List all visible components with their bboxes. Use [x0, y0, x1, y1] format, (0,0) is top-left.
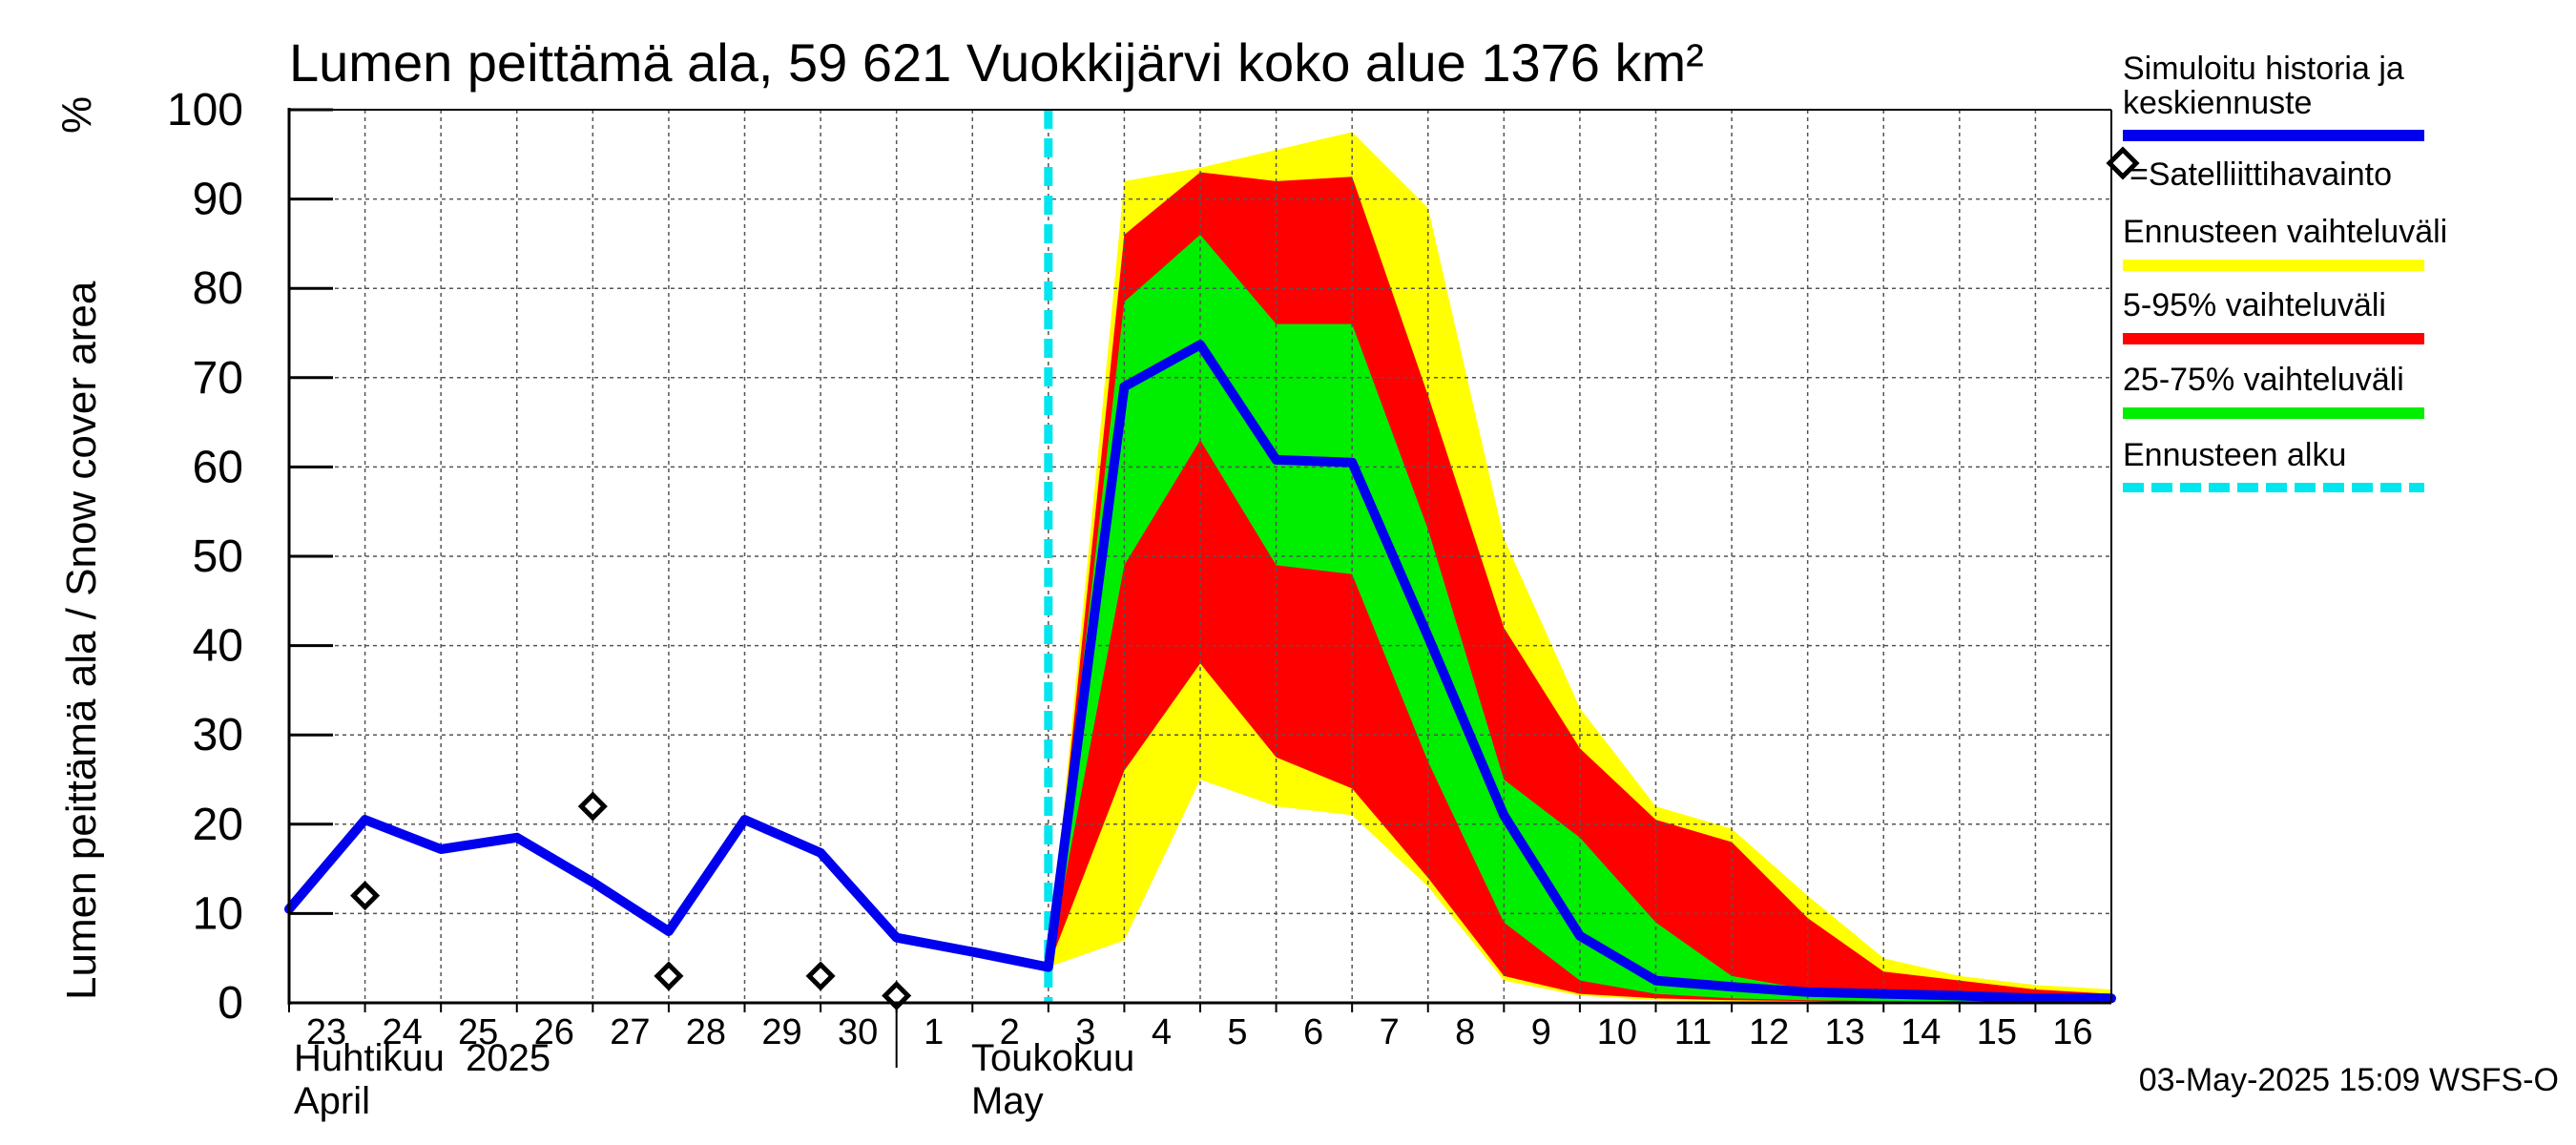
- x-tick-label: 28: [686, 1012, 726, 1052]
- timestamp-footer: 03-May-2025 15:09 WSFS-O: [2138, 1062, 2559, 1098]
- x-tick-label: 24: [382, 1012, 422, 1052]
- y-tick-label: 100: [167, 85, 243, 135]
- x-tick-label: 23: [306, 1012, 346, 1052]
- satellite-point: [350, 881, 381, 911]
- x-tick-label: 9: [1531, 1012, 1551, 1052]
- y-tick-label: 40: [193, 621, 243, 672]
- x-tick-label: 1: [924, 1012, 944, 1052]
- chart-title: Lumen peittämä ala, 59 621 Vuokkijärvi k…: [289, 32, 1704, 93]
- x-tick-label: 10: [1597, 1012, 1637, 1052]
- y-tick-label: 80: [193, 263, 243, 314]
- x-tick-label: 29: [761, 1012, 801, 1052]
- x-tick-label: 3: [1075, 1012, 1095, 1052]
- series-lines: [284, 340, 2116, 1004]
- x-tick-label: 12: [1749, 1012, 1789, 1052]
- x-tick-label: 16: [2052, 1012, 2092, 1052]
- x-tick-label: 11: [1674, 1012, 1712, 1052]
- x-tick-label: 13: [1825, 1012, 1865, 1052]
- x-tick-label: 15: [1977, 1012, 2017, 1052]
- satellite-point: [654, 961, 684, 991]
- x-tick-label: 5: [1227, 1012, 1247, 1052]
- x-tick-label: 30: [838, 1012, 878, 1052]
- forecast-bands: [1048, 132, 2111, 1003]
- y-tick-label: 10: [193, 888, 243, 939]
- y-tick-label: 0: [218, 978, 243, 1029]
- y-tick-label: 50: [193, 531, 243, 582]
- x-tick-label: 2: [1000, 1012, 1020, 1052]
- y-tick-label: 90: [193, 175, 243, 225]
- x-tick-label: 6: [1303, 1012, 1323, 1052]
- y-axis-label: Lumen peittämä ala / Snow cover area: [58, 281, 105, 1000]
- x-tick-label: 8: [1455, 1012, 1475, 1052]
- band-2: [1048, 235, 2111, 1003]
- y-tick-label: 70: [193, 353, 243, 404]
- x-tick-label: 4: [1152, 1012, 1172, 1052]
- month-label-may-fi: Toukokuu: [971, 1037, 1134, 1079]
- y-tick-label: 20: [193, 800, 243, 850]
- satellite-point: [805, 961, 836, 991]
- satellite-markers: [350, 791, 912, 1011]
- x-tick-label: 7: [1380, 1012, 1400, 1052]
- month-label-april-en: April: [294, 1080, 370, 1122]
- y-tick-label: 30: [193, 710, 243, 760]
- x-tick-label: 25: [458, 1012, 498, 1052]
- x-tick-label: 27: [610, 1012, 650, 1052]
- x-tick-label: 26: [534, 1012, 574, 1052]
- y-tick-label: 60: [193, 442, 243, 492]
- month-label-may-en: May: [971, 1080, 1044, 1122]
- month-label-april-fi: Huhtikuu 2025: [294, 1037, 551, 1079]
- y-axis-unit: %: [53, 96, 100, 134]
- x-tick-label: 14: [1901, 1012, 1941, 1052]
- series-line-median: [284, 340, 2116, 1004]
- satellite-point: [577, 791, 608, 822]
